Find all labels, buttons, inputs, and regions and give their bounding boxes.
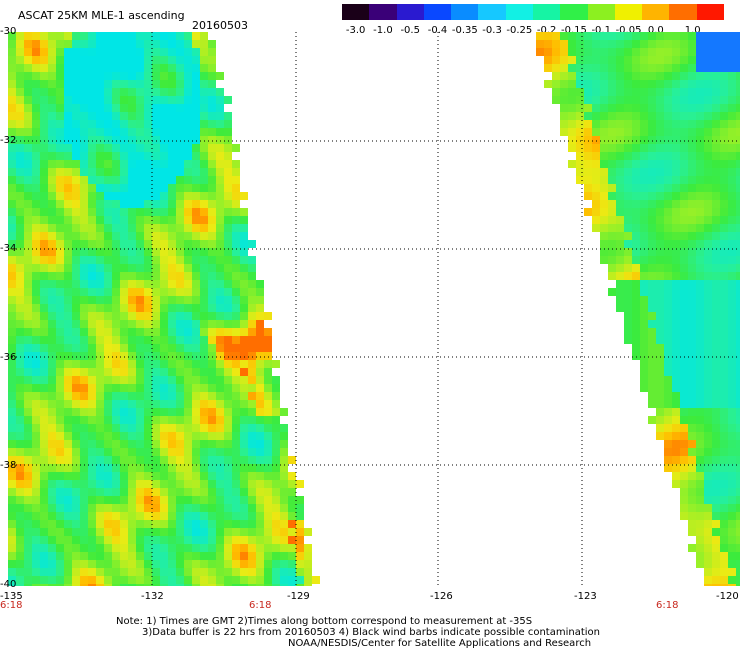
lon-label: -126	[430, 591, 453, 602]
colorbar-segment	[614, 4, 643, 20]
colorbar-label: -0.5	[400, 25, 420, 36]
colorbar-label: -3.0	[345, 25, 366, 36]
lat-label: -32	[0, 135, 17, 146]
pass-time: 6:18	[249, 600, 272, 611]
colorbar-segment	[696, 4, 725, 20]
colorbar-segment	[642, 4, 670, 20]
lat-label: -36	[0, 352, 17, 363]
note-line: Note: 1) Times are GMT 2)Times along bot…	[116, 616, 533, 627]
colorbar-segment	[669, 4, 698, 20]
colorbar-label: -0.15	[560, 25, 587, 36]
lon-label: -132	[141, 591, 164, 602]
colorbar-label: -0.2	[536, 25, 557, 36]
lon-label: -135	[0, 591, 23, 602]
colorbar-segment	[505, 4, 534, 20]
colorbar-segment	[587, 4, 616, 20]
colorbar-segment	[533, 4, 561, 20]
colorbar-segment	[478, 4, 507, 20]
lon-label: -129	[287, 591, 310, 602]
colorbar: -3.0 -1.0 -0.5 -0.4 -0.35 -0.3 -0.25 -0.2 -0.15-…	[340, 0, 730, 40]
colorbar-segment	[342, 4, 370, 20]
lat-label: -38	[0, 460, 17, 471]
colorbar-label: -0.3	[482, 25, 502, 36]
gridlines	[8, 32, 740, 586]
colorbar-label: -0.25	[506, 25, 533, 36]
swath-map	[8, 32, 740, 586]
colorbar-segment	[423, 4, 452, 20]
pass-time: 6:18	[656, 600, 679, 611]
lon-label: -120	[716, 591, 739, 602]
note-line: 3)Data buffer is 22 hrs from 20160503 4)…	[142, 627, 600, 638]
colorbar-label: -1.0	[373, 25, 393, 36]
map-title: ASCAT 25KM MLE-1 ascending	[18, 9, 185, 22]
credit-line: NOAA/NESDIS/Center for Satellite Applica…	[288, 638, 592, 649]
lat-label: -30	[0, 26, 17, 37]
lon-label: -123	[574, 591, 597, 602]
colorbar-label: 0.0	[647, 25, 664, 36]
left-swath	[8, 32, 320, 586]
colorbar-label: 1.0	[684, 25, 701, 36]
right-swath	[536, 32, 740, 586]
colorbar-segment	[560, 4, 589, 20]
pass-time: 6:18	[0, 600, 23, 611]
colorbar-segment	[369, 4, 398, 20]
lat-label: -34	[0, 243, 17, 254]
map-date: 20160503	[192, 19, 248, 32]
colorbar-segment	[451, 4, 479, 20]
map-plot	[8, 32, 740, 586]
colorbar-label: -0.1	[591, 25, 611, 36]
colorbar-segment	[396, 4, 425, 20]
colorbar-label: -0.35	[451, 25, 478, 36]
colorbar-label: -0.4	[427, 25, 448, 36]
lat-label: -40	[0, 579, 17, 590]
colorbar-label: -0.05	[615, 25, 642, 36]
